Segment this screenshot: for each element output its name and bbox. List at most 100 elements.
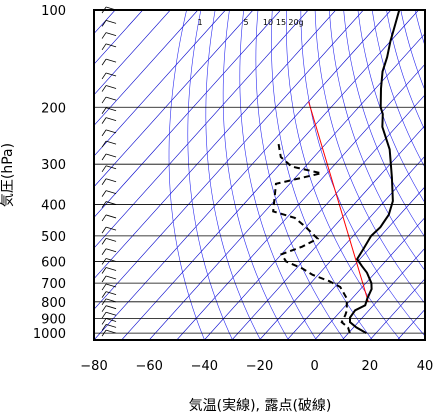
mixing-ratio-label: 10 [263,18,273,27]
dry-adiabat-line [222,10,289,340]
y-tick-label: 100 [41,4,66,19]
isotherm-line [176,63,425,340]
wind-barb-flag [101,43,107,51]
wind-barb-flag [101,20,107,27]
dry-adiabat-line [255,10,345,340]
wind-barb [105,214,117,219]
isotherm-line [94,10,309,249]
wind-barb-flag [101,32,107,39]
wind-barb [105,43,117,48]
x-tick-label: −20 [246,359,273,374]
wind-barb [105,201,117,205]
wind-barb-flag [101,283,107,291]
x-tick-label: −60 [135,359,162,374]
pressure-grid [94,9,425,334]
y-tick-label: 600 [41,255,66,270]
isotherm-line [369,278,425,340]
wind-barb-flag [101,305,107,312]
wind-barb [105,107,117,112]
x-tick-label: 20 [362,359,379,374]
wind-barb-flag [101,258,107,265]
y-tick-label: 800 [41,296,66,311]
mixing-ratio-labels: 1 5 10 15 20g [197,18,303,27]
plot-frame [93,9,426,341]
x-tick-label: −80 [80,359,107,374]
dry-adiabat-line [400,10,425,92]
dry-adiabat-line [168,10,205,340]
x-tick-label: 0 [311,359,319,374]
wind-barb [105,96,117,101]
wind-barb [105,190,117,194]
reference-line-segment [308,101,369,302]
wind-barb [105,226,117,231]
wind-barb [105,324,117,328]
wind-barb-flag [101,85,107,92]
wind-barb-flag [101,165,107,173]
wind-barb-flag [101,248,107,256]
dry-adiabat-line [357,10,425,204]
sounding-series [272,10,401,335]
wind-barb [105,298,117,303]
dry-adiabat-line [205,10,261,340]
wind-barb [105,140,117,145]
isotherm-line [121,10,419,340]
wind-barb-flag [101,318,107,325]
dry-adiabat-line [187,10,233,340]
isotherm-line [231,125,425,340]
isotherm-line [94,10,226,157]
wind-barb-flag [101,329,107,337]
mixing-ratio-label: 15 [276,18,286,27]
isotherm-line [314,216,425,340]
wind-barb [105,283,117,288]
wind-barb-flag [101,140,107,148]
isotherm-line [94,10,143,65]
dry-adiabat-lines [168,10,435,340]
wind-barbs [101,6,117,337]
wind-barb-flag [101,201,107,208]
wind-barb [105,248,117,253]
wind-barb [105,178,117,183]
isotherm-lines [94,10,425,340]
y-tick-label: 400 [41,199,66,214]
y-tick-label: 900 [41,312,66,327]
wind-barb-flag [101,190,107,197]
wind-barb [105,32,117,36]
reference-line [308,101,369,302]
isotherm-line [148,33,425,340]
wind-barb-flag [101,311,107,319]
isotherm-line [259,155,425,340]
wind-barb-flag [101,324,107,331]
isotherm-line [397,308,425,340]
wind-barb-flag [101,238,107,245]
wind-barb-flag [101,267,107,274]
wind-barb [105,318,117,322]
isotherm-line [94,10,281,218]
wind-barb-flag [101,72,107,80]
isotherm-line [204,94,425,340]
temperature-line [348,10,401,335]
dewpoint-line [272,143,351,334]
isotherm-line [94,10,337,280]
y-tick-label: 200 [41,101,66,116]
wind-barb-flag [101,107,107,114]
dry-adiabat-line [343,10,425,238]
isotherm-line [424,339,425,340]
wind-barb-flag [101,117,107,124]
y-axis-label: 気圧(hPa) [0,143,16,207]
wind-barb-flag [101,275,107,283]
wind-barb [105,58,117,63]
dry-adiabat-line [239,10,317,340]
wind-barb [105,329,117,334]
y-tick-label: 1000 [33,327,66,342]
wind-barb [105,291,117,296]
wind-barb [105,237,117,242]
x-axis-label: 気温(実線), 露点(破線) [189,398,332,412]
wind-barb-flag [101,153,107,161]
wind-barb-flag [101,298,107,306]
x-tick-label: −40 [191,359,218,374]
mixing-ratio-label: 5 [243,18,248,27]
dry-adiabat-line [429,10,435,340]
isotherm-line [94,10,171,96]
